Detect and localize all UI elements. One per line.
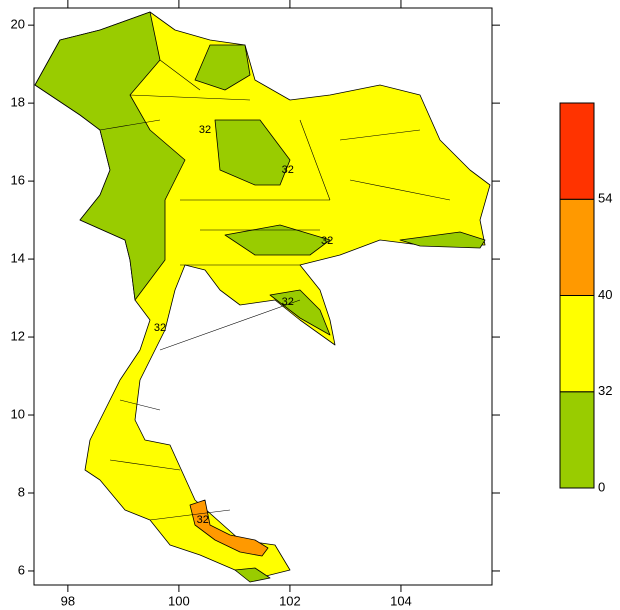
colorbar-bin: [559, 295, 595, 393]
y-tick-label: 10: [11, 406, 25, 421]
contour-label: 32: [154, 322, 166, 334]
y-tick-label: 18: [11, 95, 25, 110]
contour-label: 32: [321, 235, 333, 247]
contour-label: 32: [282, 296, 294, 308]
green-zone: [234, 567, 271, 583]
colorbar-label: 32: [598, 383, 612, 398]
colorbar-bin: [559, 198, 595, 296]
y-tick-label: 16: [11, 173, 25, 188]
contour-label: 32: [197, 514, 209, 526]
y-tick-label: 12: [11, 328, 25, 343]
colorbar-label: 54: [598, 191, 612, 206]
orange-zone: [189, 499, 269, 557]
green-zone: [34, 11, 186, 301]
colorbar-bin: [559, 391, 595, 489]
colorbar-label: 0: [598, 479, 605, 494]
y-tick-label: 14: [11, 251, 25, 266]
green-zone: [224, 224, 331, 256]
y-tick-label: 8: [18, 484, 25, 499]
green-zone: [269, 289, 331, 336]
green-zone: [194, 44, 251, 91]
contour-label: 32: [199, 124, 211, 136]
colorbar-label: 40: [598, 287, 612, 302]
province-borders: [99, 59, 451, 521]
colorbar-bin: [559, 102, 595, 200]
x-tick-label: 102: [279, 593, 301, 608]
country-map: [34, 11, 491, 583]
y-tick-label: 20: [11, 17, 25, 32]
green-zone: [214, 119, 291, 186]
x-tick-label: 104: [390, 593, 412, 608]
x-tick-label: 98: [61, 593, 75, 608]
contour-label: 32: [282, 164, 294, 176]
x-tick-label: 100: [168, 593, 190, 608]
y-tick-label: 6: [18, 562, 25, 577]
green-zone: [399, 231, 486, 249]
